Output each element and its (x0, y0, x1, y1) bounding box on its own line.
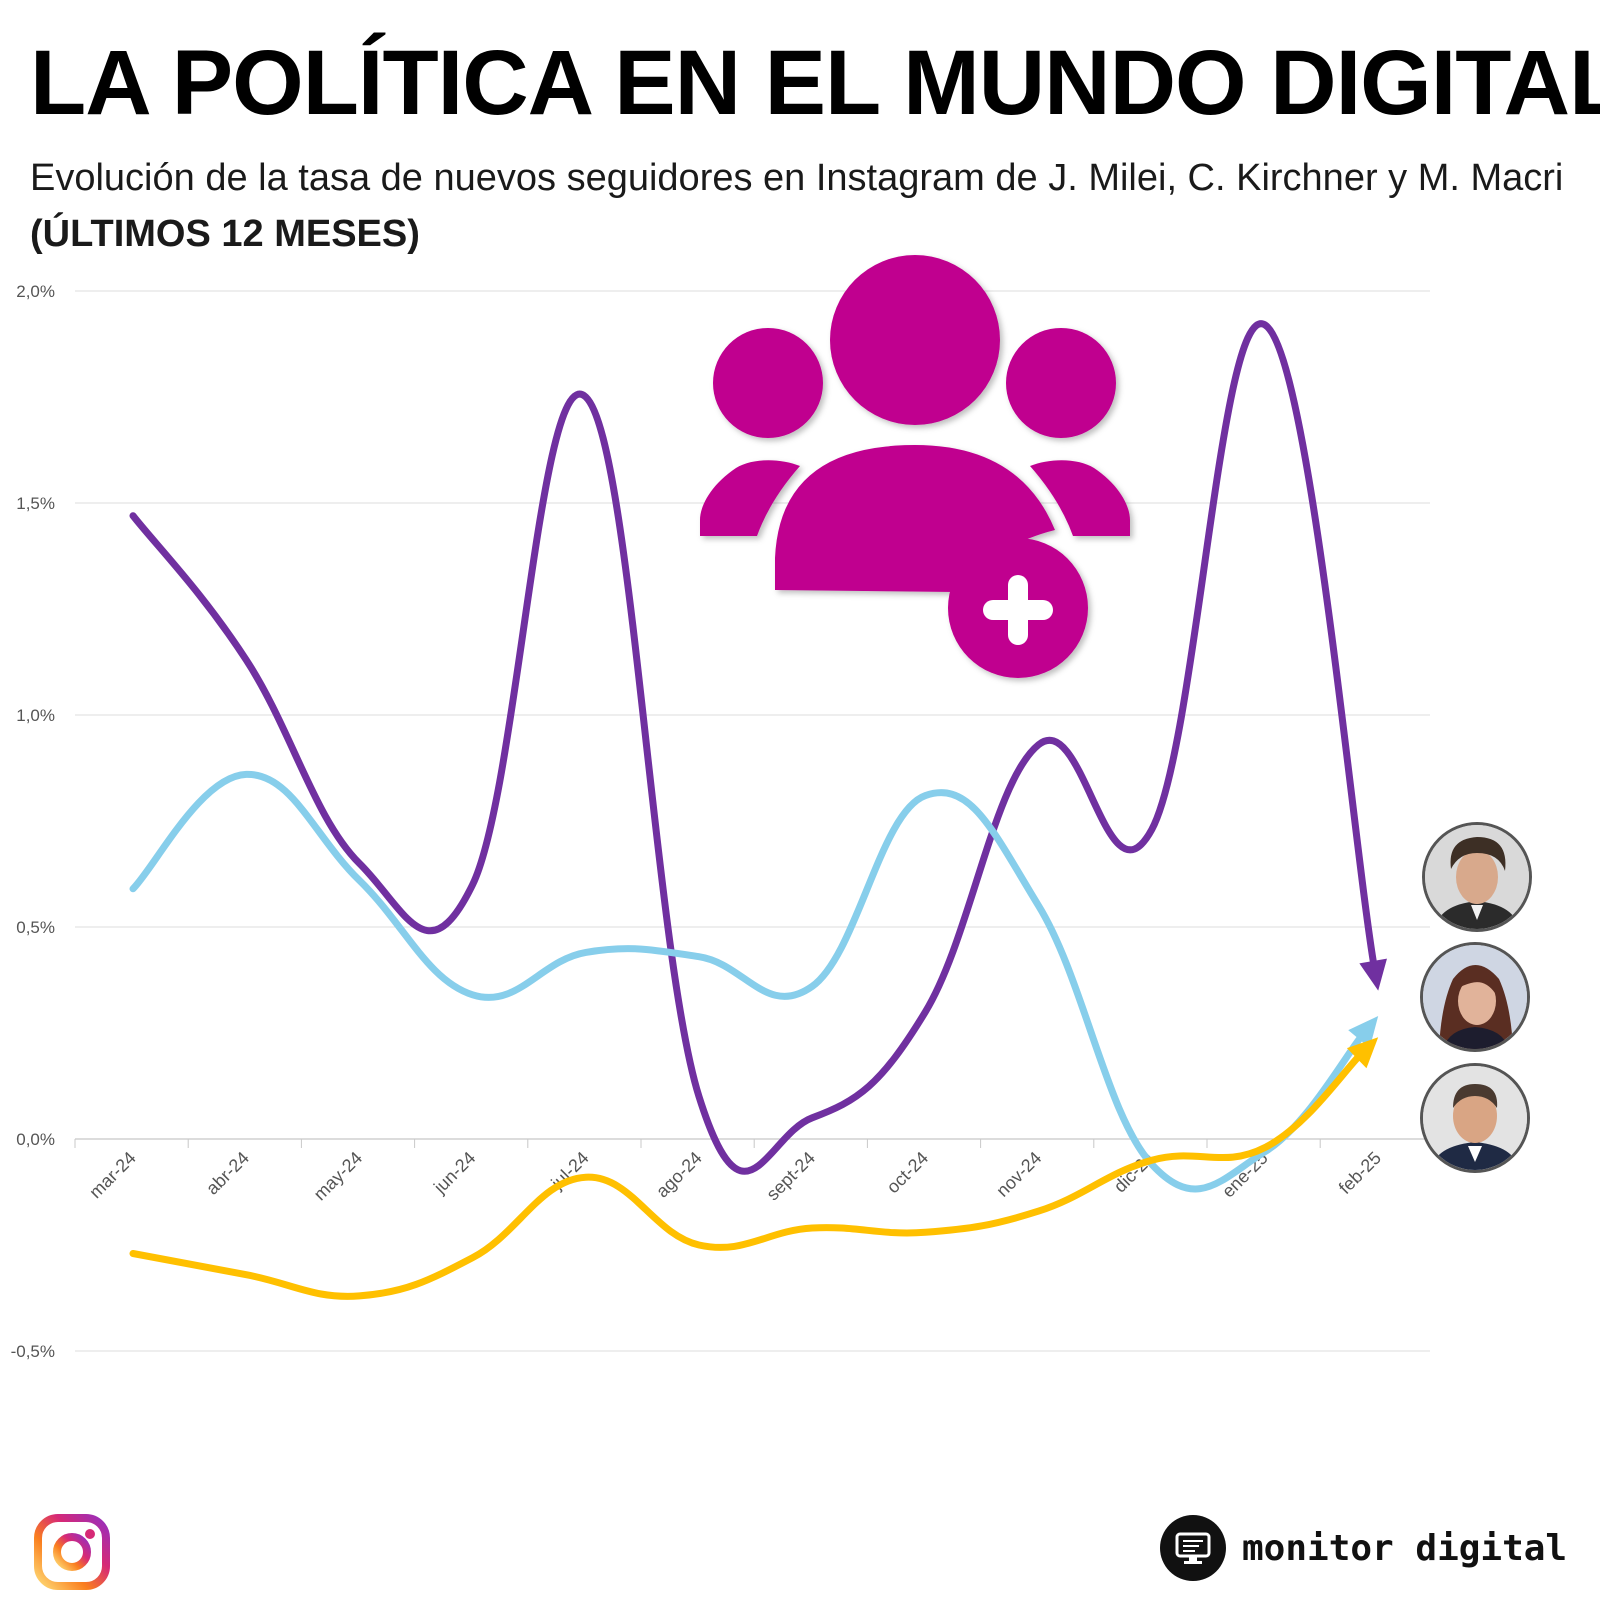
x-tick-label: may-24 (310, 1148, 367, 1205)
avatar-milei (1422, 822, 1532, 932)
page-title: LA POLÍTICA EN EL MUNDO DIGITAL (30, 32, 1600, 134)
portrait-kirchner-icon (1423, 945, 1527, 1049)
x-tick-label: jun-24 (429, 1148, 479, 1198)
x-tick-label: ago-24 (652, 1148, 706, 1202)
series-arrow-macri (1346, 1037, 1379, 1069)
series-lines (129, 320, 1387, 1300)
page-subtitle: Evolución de la tasa de nuevos seguidore… (30, 150, 1570, 262)
brand: monitor digital (1160, 1515, 1567, 1581)
x-tick-label: abr-24 (202, 1148, 253, 1199)
y-tick-label: 1,0% (16, 706, 55, 725)
portrait-milei-icon (1425, 825, 1529, 929)
portrait-macri-icon (1423, 1066, 1527, 1170)
brand-name: monitor digital (1242, 1527, 1568, 1569)
series-arrow-milei (1359, 958, 1387, 991)
subtitle-text: Evolución de la tasa de nuevos seguidore… (30, 157, 1564, 199)
series-line-milei (129, 320, 1378, 1175)
x-tick-label: nov-24 (992, 1148, 1045, 1201)
subtitle-period: (ÚLTIMOS 12 MESES) (30, 213, 420, 255)
y-tick-label: 1,5% (16, 494, 55, 513)
instagram-icon (34, 1514, 110, 1590)
x-tick-label: oct-24 (883, 1148, 933, 1198)
y-tick-label: -0,5% (11, 1342, 55, 1361)
followers-add-icon (700, 255, 1130, 678)
series-line-kirchner (129, 770, 1368, 1193)
y-tick-label: 0,5% (16, 918, 55, 937)
y-tick-label: 2,0% (16, 282, 55, 301)
monitor-icon (1160, 1515, 1226, 1581)
y-tick-label: 0,0% (16, 1130, 55, 1149)
avatar-macri (1420, 1063, 1530, 1173)
x-tick-label: feb-25 (1335, 1148, 1385, 1198)
series-line-macri (129, 1049, 1366, 1300)
x-tick-label: mar-24 (85, 1148, 139, 1202)
avatar-kirchner (1420, 942, 1530, 1052)
